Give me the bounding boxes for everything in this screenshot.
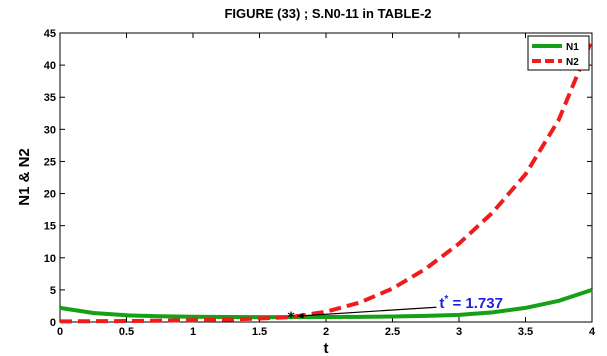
plot-frame [59, 32, 593, 323]
y-axis-ticks: 0 5 10 15 20 25 30 35 40 45 [44, 28, 592, 329]
y-tick-label: 25 [44, 156, 56, 168]
y-axis-label: N1 & N2 [16, 148, 33, 206]
series-line-n2 [59, 38, 594, 324]
legend-label-n2: N2 [566, 57, 579, 68]
legend: N1 N2 [527, 35, 590, 71]
intersection-marker: * [287, 310, 295, 326]
plot-area: 0 5 10 15 20 25 30 35 40 45 0 0.5 1 1.5 2 2.5 3 3.5 4 * t*… [44, 28, 596, 338]
series-line-n1 [59, 287, 593, 320]
y-tick-label: 30 [44, 124, 56, 136]
y-tick-label: 0 [50, 317, 56, 329]
legend-box [527, 35, 590, 71]
y-tick-label: 5 [50, 285, 56, 297]
annotation-layer: * t* = 1.737 [287, 294, 503, 326]
x-axis-ticks: 0 0.5 1 1.5 2 2.5 3 3.5 4 [57, 33, 596, 338]
x-tick-label: 2.5 [385, 326, 400, 338]
series-layer [59, 38, 594, 324]
annotation-arrowhead [297, 312, 304, 319]
y-tick-label: 45 [44, 28, 56, 40]
x-tick-label: 0.5 [119, 326, 134, 338]
y-tick-label: 15 [44, 221, 56, 233]
x-axis-label: t [324, 340, 329, 356]
x-tick-label: 1.5 [252, 326, 267, 338]
x-tick-label: 3.5 [518, 326, 533, 338]
legend-label-n1: N1 [566, 42, 579, 53]
annotation-arrow [296, 306, 437, 317]
y-tick-label: 10 [44, 253, 56, 265]
annotation-label: t* = 1.737 [439, 294, 503, 312]
x-tick-label: 2 [323, 326, 329, 338]
x-tick-label: 3 [456, 326, 462, 338]
y-tick-label: 40 [44, 60, 56, 72]
x-tick-label: 1 [190, 326, 196, 338]
y-tick-label: 20 [44, 189, 56, 201]
x-tick-label: 4 [589, 326, 596, 338]
chart-title: FIGURE (33) ; S.N0-11 in TABLE-2 [224, 6, 431, 21]
x-tick-label: 0 [57, 326, 63, 338]
y-tick-label: 35 [44, 92, 56, 104]
